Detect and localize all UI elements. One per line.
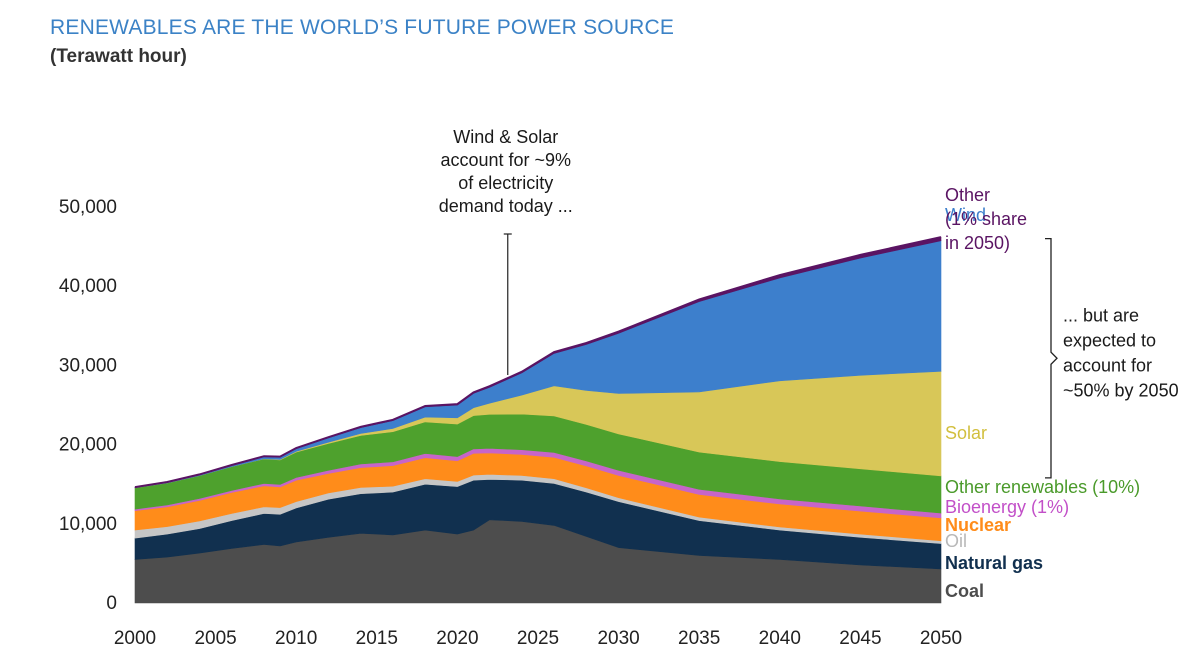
y-tick-label: 50,000 [59,197,117,218]
x-tick-label: 2040 [759,628,801,649]
y-tick-label: 0 [106,593,117,614]
y-axis: 0 10,000 20,000 30,000 40,000 50,000 [59,197,117,614]
x-tick-label: 2015 [356,628,398,649]
series-label-coal: Coal [945,581,984,601]
x-tick-label: 2030 [597,628,639,649]
series-label-wind: Wind [945,205,986,225]
x-tick-label: 2010 [275,628,317,649]
y-tick-label: 30,000 [59,355,117,376]
y-tick-label: 20,000 [59,435,117,456]
x-tick-label: 2035 [678,628,720,649]
x-tick-label: 2025 [517,628,559,649]
x-tick-label: 2045 [839,628,881,649]
annotation-bracket [1045,238,1058,479]
area-top-outline [134,236,942,489]
series-label-nuclear: Nuclear [945,515,1011,535]
x-tick-label: 2005 [194,628,236,649]
x-tick-label: 2020 [436,628,478,649]
annotations: Wind & Solar account for ~9% of electricit… [439,127,1179,479]
area-layers [134,236,942,604]
series-label-oil: Oil [945,531,967,551]
series-label-bioenergy: Bioenergy (1%) [945,497,1069,517]
chart-title: RENEWABLES ARE THE WORLD’S FUTURE POWER … [50,16,675,39]
chart-subtitle: (Terawatt hour) [50,46,187,67]
y-tick-label: 40,000 [59,276,117,297]
x-tick-label: 2000 [114,628,156,649]
annotation-today: Wind & Solar account for ~9% of electricit… [439,127,573,216]
x-tick-label: 2050 [920,628,962,649]
series-label-other: Other (1% share in 2050) [945,185,1027,253]
series-label-natural-gas: Natural gas [945,553,1043,573]
series-label-other-renewables: Other renewables (10%) [945,477,1140,497]
series-label-solar: Solar [945,423,987,443]
x-axis: 2000 2005 2010 2015 2020 2025 2030 2035 2040 2045… [114,628,962,649]
y-tick-label: 10,000 [59,514,117,535]
annotation-2050: ... but are expected to account for ~50% by… [1063,305,1179,400]
